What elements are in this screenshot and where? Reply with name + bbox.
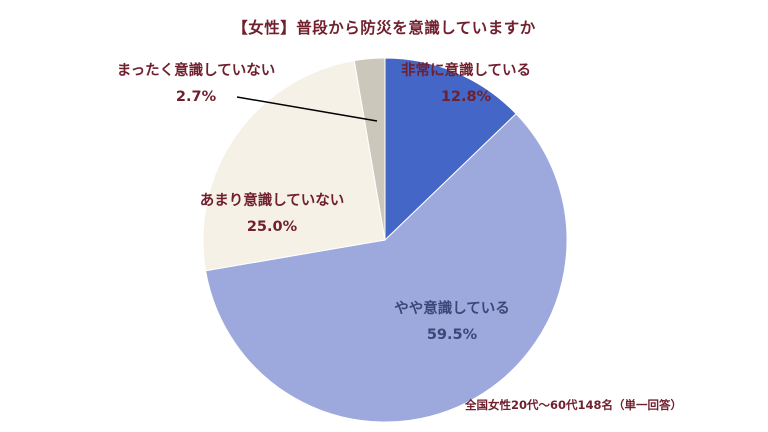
pie-label-not-at-all-conscious: まったく意識していない 2.7% bbox=[76, 58, 316, 110]
pie-label-not-much-conscious: あまり意識していない 25.0% bbox=[157, 188, 387, 240]
chart-title: 【女性】普段から防災を意識していますか bbox=[232, 19, 536, 37]
pie-slice-2 bbox=[202, 60, 386, 272]
pie-label-text: 非常に意識している bbox=[400, 63, 532, 79]
pie-label-percent: 25.0% bbox=[246, 219, 298, 235]
pie-slice-3 bbox=[353, 57, 386, 241]
pie-label-text: やや意識している bbox=[394, 301, 510, 317]
pie-label-somewhat-conscious: やや意識している 59.5% bbox=[342, 296, 562, 348]
leader-line bbox=[236, 96, 378, 122]
pie-slice-0 bbox=[384, 57, 517, 242]
pie-label-percent: 2.7% bbox=[175, 89, 217, 105]
pie-label-percent: 12.8% bbox=[440, 89, 492, 105]
survey-source-note: 全国女性20代〜60代148名（単一回答） bbox=[464, 398, 682, 412]
pie-label-text: あまり意識していない bbox=[199, 193, 345, 209]
pie-label-text: まったく意識していない bbox=[116, 63, 276, 79]
pie-label-percent: 59.5% bbox=[426, 327, 478, 343]
pie-label-very-conscious: 非常に意識している 12.8% bbox=[356, 58, 576, 110]
pie-slice-1 bbox=[205, 113, 568, 423]
